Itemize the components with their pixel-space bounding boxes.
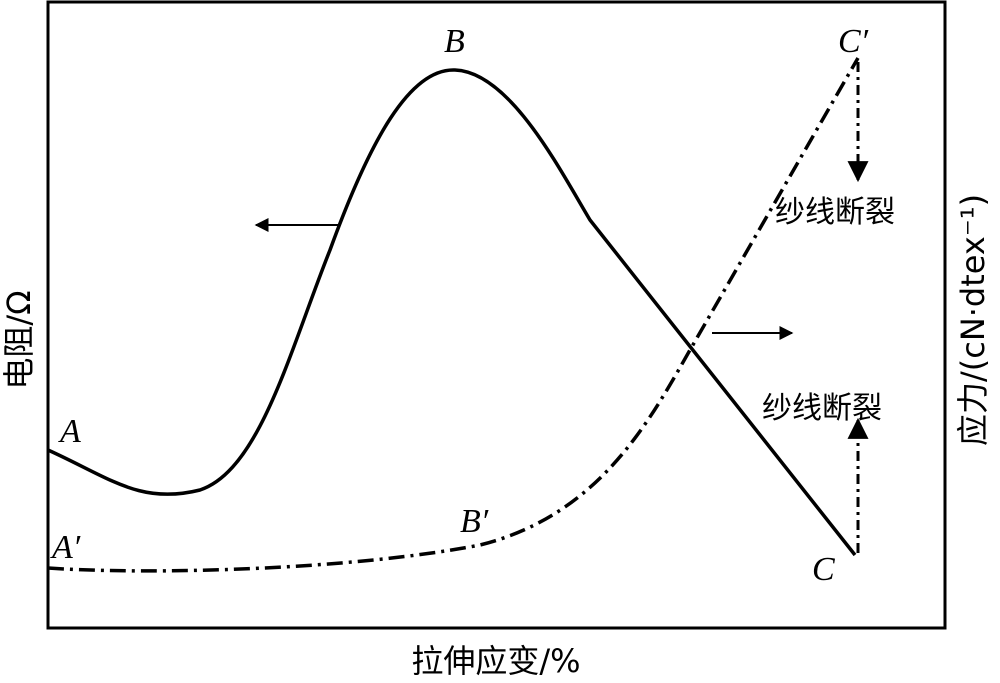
stress-curve [47,57,860,573]
frame [46,0,947,630]
point-label: C [812,551,835,588]
point-label: B [444,23,465,60]
annotation: 纱线断裂 [762,391,882,426]
point-label: A′ [50,529,81,566]
annotation: 纱线断裂 [775,195,895,230]
y2-axis-label: 应力/(cN·dtex⁻¹) [954,194,992,446]
resistance-curve [47,68,857,557]
point-label: B′ [460,503,489,540]
x-axis-label: 拉伸应变/% [411,642,580,680]
point-label: A [58,413,81,450]
y-axis-label: 电阻/Ω [0,290,38,389]
point-label: C′ [838,23,869,60]
